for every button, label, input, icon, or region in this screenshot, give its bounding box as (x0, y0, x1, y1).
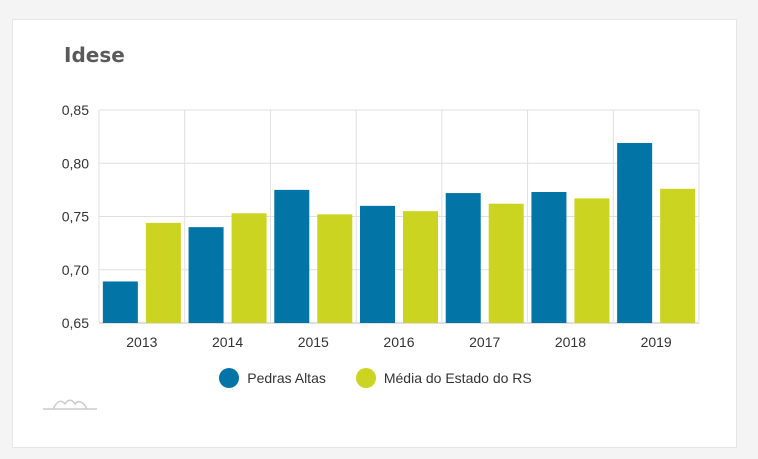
x-tick-label: 2018 (555, 334, 586, 350)
bar-media-rs-2013 (145, 222, 181, 323)
bar-media-rs-2014 (231, 213, 267, 323)
bar-chart: 0,65 0,70 0,75 0,80 0,85 2013 2014 2015 2016 2017… (62, 102, 700, 350)
bar-media-rs-2015 (317, 214, 353, 323)
x-tick-label: 2017 (469, 334, 500, 350)
y-tick-label: 0,65 (62, 315, 89, 331)
x-tick-label: 2013 (126, 334, 157, 350)
bar-pedras-altas-2017 (445, 193, 481, 323)
bar-media-rs-2018 (574, 198, 610, 323)
mountain-logo-icon (43, 399, 97, 410)
legend-swatch-media-rs (355, 368, 376, 388)
chart-title: Idese (64, 43, 125, 67)
bar-pedras-altas-2019 (617, 143, 653, 323)
bar-pedras-altas-2014 (188, 227, 224, 323)
legend-label-media-rs: Média do Estado do RS (383, 370, 532, 386)
y-tick-label: 0,70 (62, 262, 89, 278)
bar-pedras-altas-2016 (360, 205, 395, 323)
bar-media-rs-2019 (660, 188, 696, 323)
legend-item-media-rs[interactable]: Média do Estado do RS (355, 368, 532, 388)
legend-item-pedras-altas[interactable]: Pedras Altas (219, 368, 326, 388)
bar-media-rs-2016 (403, 211, 438, 323)
x-tick-label: 2015 (298, 334, 329, 350)
x-tick-label: 2019 (641, 334, 672, 350)
bar-pedras-altas-2015 (274, 189, 310, 323)
y-tick-label: 0,85 (62, 102, 89, 118)
x-tick-label: 2016 (383, 334, 414, 350)
legend-swatch-pedras-altas (219, 368, 240, 388)
chart-legend: Pedras Altas Média do Estado do RS (13, 368, 738, 388)
bar-media-rs-2017 (488, 203, 524, 323)
bar-pedras-altas-2013 (102, 281, 138, 323)
y-tick-label: 0,75 (62, 209, 89, 225)
legend-label-pedras-altas: Pedras Altas (247, 370, 326, 386)
chart-card: Idese 0,65 0,70 0,75 0,80 0,85 2013 2014 2015 20… (12, 19, 737, 448)
bar-pedras-altas-2018 (531, 192, 567, 323)
x-tick-label: 2014 (212, 334, 243, 350)
y-tick-label: 0,80 (62, 155, 89, 171)
